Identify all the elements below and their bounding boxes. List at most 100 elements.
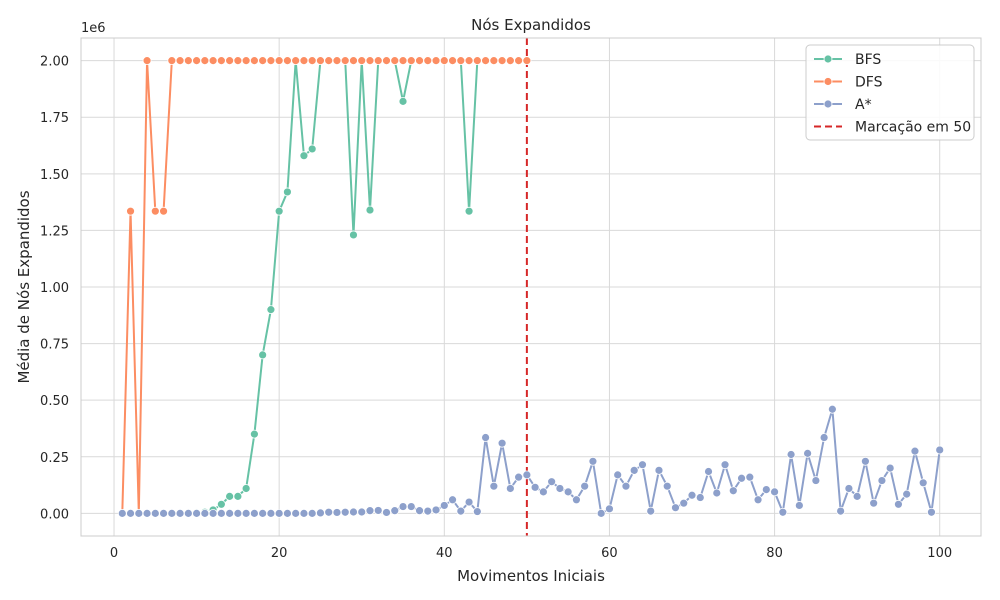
data-point bbox=[522, 470, 532, 480]
data-point bbox=[398, 56, 408, 66]
data-point bbox=[761, 485, 771, 494]
y-tick-label: 0.00 bbox=[40, 507, 69, 522]
data-point bbox=[629, 465, 639, 475]
plot-frame bbox=[80, 37, 982, 537]
data-point bbox=[596, 508, 606, 518]
legend-marker bbox=[823, 99, 833, 109]
data-point bbox=[803, 448, 813, 458]
data-point bbox=[167, 56, 177, 66]
data-point bbox=[349, 507, 358, 517]
data-point bbox=[175, 508, 185, 518]
data-point bbox=[836, 506, 846, 516]
y-tick-label: 1.75 bbox=[40, 111, 69, 126]
data-point bbox=[274, 508, 284, 518]
data-point bbox=[233, 508, 243, 518]
data-point bbox=[580, 481, 590, 491]
data-point bbox=[357, 507, 367, 517]
data-point bbox=[299, 508, 309, 518]
legend-entry: Marcação em 50 bbox=[814, 120, 971, 136]
data-point bbox=[547, 477, 557, 487]
data-point bbox=[225, 56, 235, 66]
data-point bbox=[861, 456, 870, 466]
data-point bbox=[472, 507, 482, 516]
data-point bbox=[192, 508, 201, 518]
data-point bbox=[464, 206, 474, 216]
y-tick-label: 1.50 bbox=[40, 168, 69, 183]
y-ticks: 0.00 0.25 0.50 0.75 1.00 1.25 1.50 1.75 2.00 bbox=[40, 55, 69, 523]
data-point bbox=[497, 438, 507, 448]
data-point bbox=[852, 491, 862, 501]
data-point bbox=[307, 508, 317, 518]
legend-marker bbox=[823, 54, 833, 64]
data-point bbox=[382, 508, 391, 517]
data-point bbox=[770, 487, 779, 497]
x-tick-label: 40 bbox=[436, 546, 453, 561]
x-tick-label: 60 bbox=[601, 546, 618, 561]
data-point bbox=[687, 490, 697, 500]
data-point bbox=[150, 508, 160, 518]
data-point bbox=[464, 497, 474, 507]
data-point bbox=[522, 56, 532, 66]
data-point bbox=[621, 481, 631, 491]
data-point bbox=[505, 484, 515, 493]
data-point bbox=[646, 506, 656, 516]
data-point bbox=[745, 472, 755, 482]
data-point bbox=[159, 508, 168, 518]
data-point bbox=[126, 206, 135, 216]
series-line bbox=[122, 408, 941, 515]
data-point bbox=[439, 56, 449, 66]
data-point bbox=[489, 481, 499, 491]
data-point bbox=[679, 498, 689, 508]
data-point bbox=[183, 56, 193, 66]
data-point bbox=[249, 429, 259, 439]
data-point bbox=[464, 56, 474, 66]
legend-box bbox=[805, 44, 975, 141]
data-point bbox=[307, 144, 317, 154]
legend-entry: BFS bbox=[814, 52, 881, 68]
data-point bbox=[365, 506, 375, 516]
data-point bbox=[299, 56, 309, 66]
data-point bbox=[340, 507, 350, 517]
data-point bbox=[489, 56, 499, 66]
data-point bbox=[398, 502, 408, 511]
data-point bbox=[241, 56, 251, 66]
data-point bbox=[737, 473, 746, 483]
data-point bbox=[390, 56, 400, 66]
data-point bbox=[671, 503, 680, 513]
y-tick-label: 0.25 bbox=[40, 451, 69, 466]
data-point bbox=[844, 484, 854, 493]
data-point bbox=[365, 205, 375, 215]
data-point bbox=[390, 506, 400, 516]
data-point bbox=[249, 56, 259, 66]
data-point bbox=[208, 508, 218, 518]
legend-label: BFS bbox=[855, 52, 881, 68]
data-point bbox=[910, 446, 920, 456]
data-point bbox=[266, 508, 276, 518]
data-point bbox=[357, 56, 367, 66]
data-point bbox=[142, 56, 152, 66]
data-point bbox=[514, 56, 524, 66]
data-point bbox=[241, 484, 251, 493]
data-point bbox=[572, 495, 581, 505]
legend-label: DFS bbox=[855, 75, 883, 91]
data-point bbox=[142, 508, 152, 518]
data-point bbox=[695, 493, 705, 502]
x-tick-label: 0 bbox=[110, 546, 118, 561]
data-point bbox=[497, 56, 507, 66]
data-point bbox=[877, 476, 887, 485]
data-point bbox=[225, 491, 235, 501]
data-point bbox=[175, 56, 185, 66]
data-point bbox=[134, 508, 144, 518]
data-point bbox=[324, 56, 334, 66]
data-point bbox=[662, 481, 672, 491]
data-point bbox=[869, 498, 879, 508]
data-point bbox=[530, 482, 540, 492]
data-point bbox=[117, 508, 127, 518]
legend: BFS DFS A* Marcação em 50 bbox=[805, 44, 975, 141]
data-point bbox=[258, 350, 268, 360]
data-point bbox=[299, 151, 309, 161]
data-point bbox=[274, 206, 284, 216]
legend-marker bbox=[823, 77, 833, 86]
data-point bbox=[654, 465, 664, 475]
data-point bbox=[555, 484, 565, 493]
